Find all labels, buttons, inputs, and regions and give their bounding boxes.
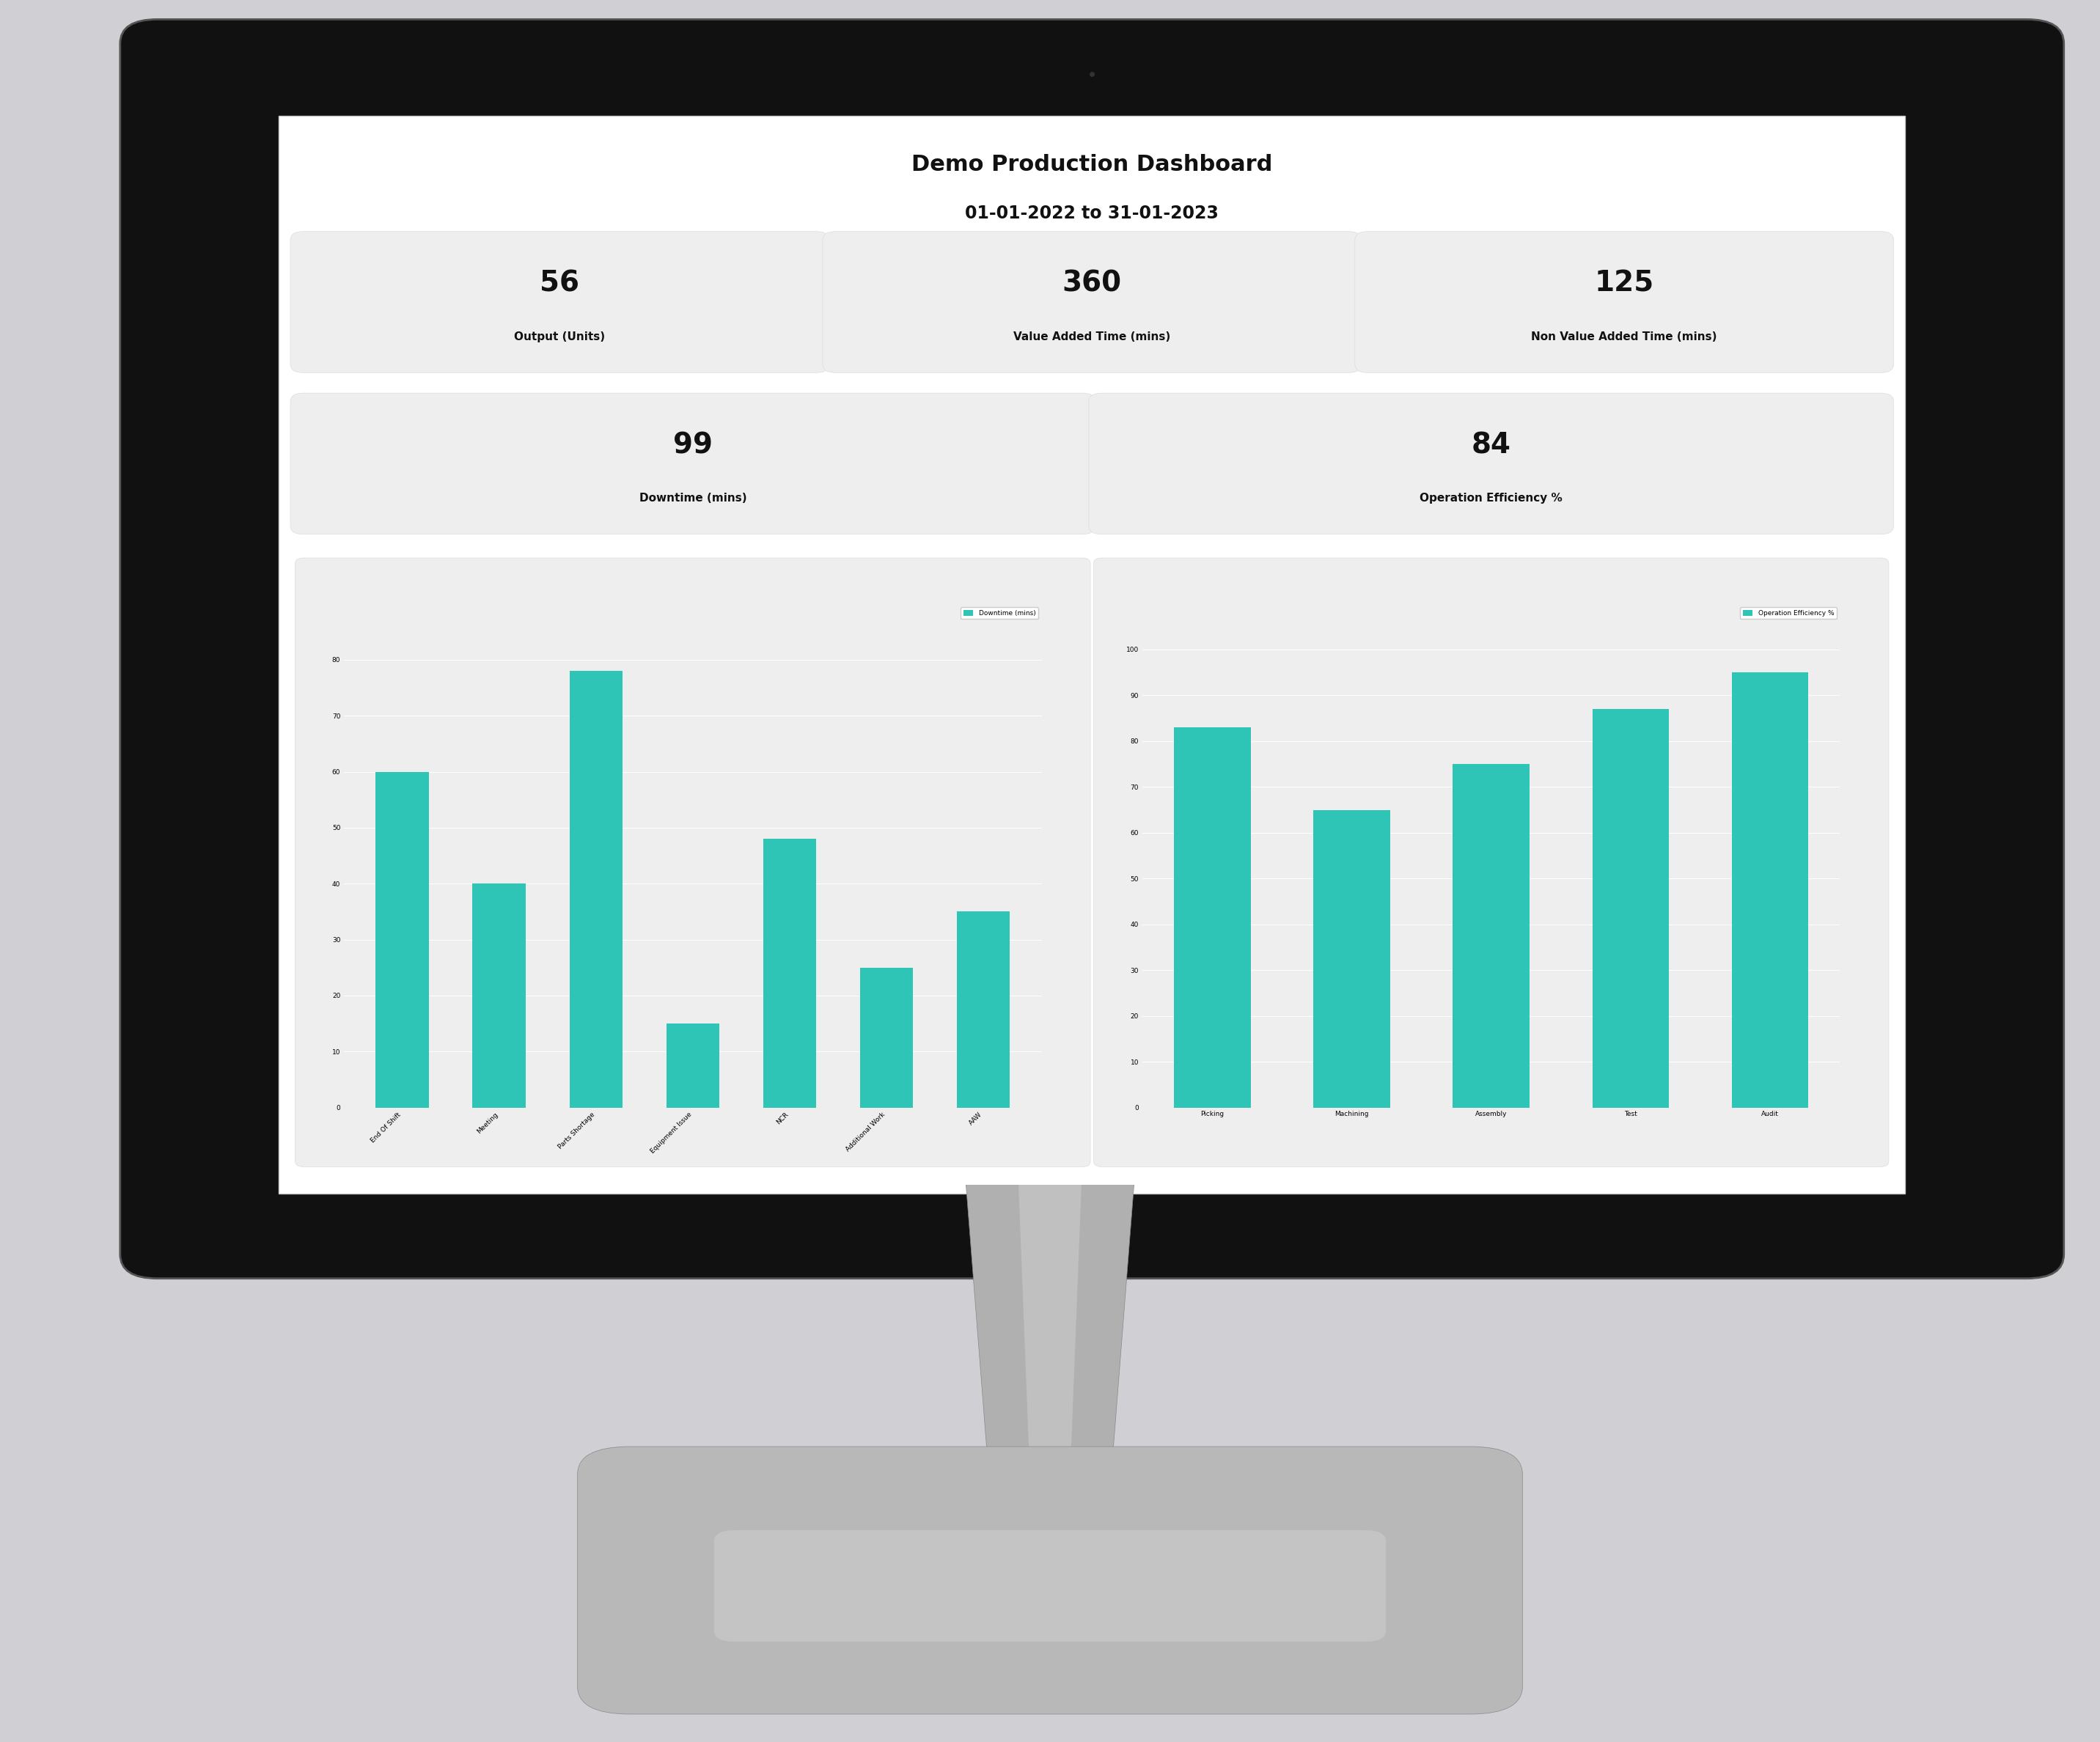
Bar bbox=[472, 883, 525, 1108]
Text: Downtime (mins): Downtime (mins) bbox=[638, 493, 748, 503]
Bar bbox=[1174, 728, 1252, 1108]
Text: Output (Units): Output (Units) bbox=[514, 331, 605, 341]
Legend: Downtime (mins): Downtime (mins) bbox=[962, 606, 1037, 618]
FancyBboxPatch shape bbox=[1094, 557, 1888, 1167]
FancyBboxPatch shape bbox=[296, 557, 1090, 1167]
FancyBboxPatch shape bbox=[1354, 232, 1894, 373]
FancyBboxPatch shape bbox=[823, 232, 1361, 373]
Bar bbox=[1592, 709, 1670, 1108]
FancyBboxPatch shape bbox=[714, 1529, 1386, 1641]
Text: Value Added Time (mins): Value Added Time (mins) bbox=[1014, 331, 1170, 341]
Text: 99: 99 bbox=[672, 432, 712, 460]
FancyBboxPatch shape bbox=[120, 19, 2064, 1279]
Text: Operation Efficiency %: Operation Efficiency % bbox=[1420, 493, 1562, 503]
Text: 01-01-2022 to 31-01-2023: 01-01-2022 to 31-01-2023 bbox=[966, 204, 1218, 221]
Bar bbox=[569, 671, 622, 1108]
FancyBboxPatch shape bbox=[279, 117, 1905, 1193]
FancyBboxPatch shape bbox=[578, 1446, 1522, 1714]
Bar bbox=[958, 911, 1010, 1108]
Text: 56: 56 bbox=[540, 270, 580, 298]
Polygon shape bbox=[966, 1185, 1134, 1453]
Bar bbox=[666, 1024, 720, 1108]
Polygon shape bbox=[1018, 1185, 1082, 1453]
Bar bbox=[859, 967, 914, 1108]
Text: Demo Production Dashboard: Demo Production Dashboard bbox=[911, 153, 1273, 176]
Bar bbox=[376, 772, 428, 1108]
Legend: Operation Efficiency %: Operation Efficiency % bbox=[1741, 606, 1838, 618]
Bar bbox=[1453, 765, 1529, 1108]
Bar bbox=[1312, 810, 1390, 1108]
Bar bbox=[1732, 672, 1808, 1108]
FancyBboxPatch shape bbox=[290, 232, 829, 373]
Text: 84: 84 bbox=[1472, 432, 1512, 460]
FancyBboxPatch shape bbox=[1088, 394, 1894, 535]
Bar bbox=[762, 840, 817, 1108]
Text: 360: 360 bbox=[1063, 270, 1121, 298]
FancyBboxPatch shape bbox=[290, 394, 1096, 535]
Text: Non Value Added Time (mins): Non Value Added Time (mins) bbox=[1531, 331, 1718, 341]
Text: 125: 125 bbox=[1594, 270, 1655, 298]
